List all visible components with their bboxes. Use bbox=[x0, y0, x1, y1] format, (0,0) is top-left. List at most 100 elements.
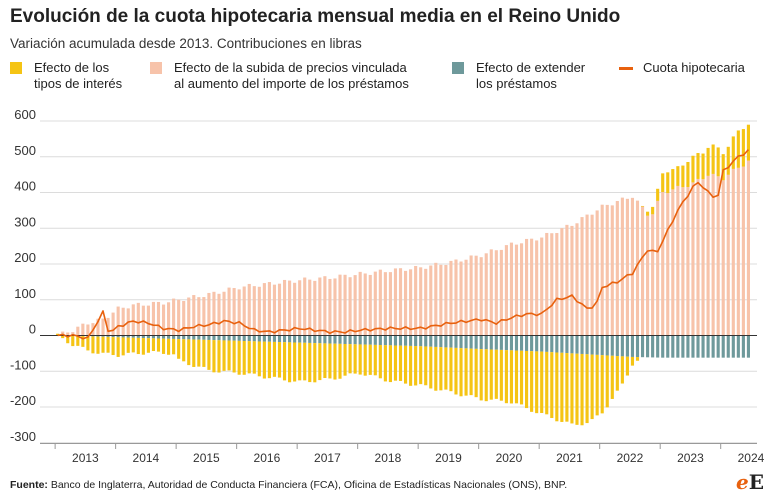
bar-price bbox=[383, 272, 387, 336]
bar-interest bbox=[514, 350, 519, 404]
bar-price bbox=[293, 282, 297, 336]
bar-price bbox=[615, 201, 619, 336]
bar-price bbox=[570, 225, 574, 336]
bar-interest bbox=[575, 353, 579, 425]
bar-interest bbox=[560, 352, 564, 422]
bar-interest bbox=[625, 356, 629, 376]
bar-price bbox=[434, 262, 438, 336]
x-tick-label: 2023 bbox=[677, 451, 704, 465]
bar-price bbox=[439, 264, 443, 336]
bar-price bbox=[96, 318, 100, 336]
bar-extend bbox=[625, 335, 629, 357]
bar-extend bbox=[620, 335, 624, 357]
bar-extend bbox=[353, 335, 357, 345]
y-tick-label: -300 bbox=[10, 429, 36, 444]
bar-extend bbox=[726, 335, 730, 358]
bar-interest bbox=[126, 337, 130, 353]
bar-price bbox=[343, 274, 347, 336]
y-tick-label: 0 bbox=[29, 322, 36, 337]
bar-interest bbox=[182, 339, 186, 362]
bar-interest bbox=[444, 347, 448, 390]
bar-extend bbox=[116, 335, 120, 338]
bar-extend bbox=[736, 335, 740, 358]
bar-price bbox=[398, 268, 403, 336]
bar-price bbox=[131, 304, 135, 336]
bar-extend bbox=[202, 335, 206, 340]
bar-extend bbox=[605, 335, 609, 356]
bar-price bbox=[106, 317, 110, 336]
bar-extend bbox=[257, 335, 261, 342]
bar-price bbox=[676, 185, 680, 336]
bar-price bbox=[625, 198, 629, 336]
bar-interest bbox=[282, 342, 287, 381]
bar-price bbox=[706, 175, 710, 336]
bar-extend bbox=[666, 335, 670, 358]
bar-extend bbox=[681, 335, 685, 358]
legend-line-payment bbox=[619, 67, 633, 70]
bar-interest bbox=[56, 333, 60, 336]
bar-price bbox=[267, 282, 271, 336]
bar-interest bbox=[272, 341, 277, 377]
bar-price bbox=[373, 271, 377, 336]
bar-interest bbox=[504, 350, 508, 404]
bar-extend bbox=[242, 335, 246, 342]
bar-price bbox=[464, 259, 468, 336]
bar-price bbox=[403, 270, 408, 336]
bar-price bbox=[409, 269, 413, 336]
y-tick-label: 200 bbox=[14, 250, 36, 265]
bar-extend bbox=[555, 335, 559, 353]
bar-extend bbox=[701, 335, 705, 358]
bar-price bbox=[182, 300, 186, 336]
bar-extend bbox=[570, 335, 574, 354]
bar-interest bbox=[545, 351, 549, 415]
bar-price bbox=[197, 297, 201, 336]
y-tick-label: -100 bbox=[10, 357, 36, 372]
legend-label-interest-line2: tipos de interés bbox=[34, 76, 123, 91]
bar-price bbox=[237, 289, 241, 336]
bar-price bbox=[671, 189, 675, 336]
bar-interest bbox=[303, 342, 307, 381]
bar-price bbox=[368, 274, 372, 336]
bar-price bbox=[721, 180, 725, 336]
bar-interest bbox=[242, 341, 246, 375]
bar-price bbox=[151, 301, 156, 336]
bar-interest bbox=[711, 144, 715, 174]
bar-extend bbox=[308, 335, 312, 343]
bar-extend bbox=[444, 335, 448, 348]
bar-interest bbox=[288, 342, 292, 383]
bar-interest bbox=[86, 336, 90, 351]
bar-interest bbox=[343, 343, 347, 376]
bar-interest bbox=[726, 146, 730, 175]
bar-price bbox=[328, 278, 332, 336]
payment-line bbox=[57, 149, 749, 340]
bar-interest bbox=[131, 337, 135, 353]
bar-price bbox=[530, 238, 534, 336]
bar-interest bbox=[247, 341, 251, 374]
bar-extend bbox=[706, 335, 710, 358]
bar-price bbox=[232, 288, 236, 336]
bar-interest bbox=[530, 351, 534, 412]
bar-price bbox=[167, 302, 171, 336]
legend-label-price-line2: al aumento del importe de los préstamos bbox=[174, 76, 409, 91]
bar-extend bbox=[464, 335, 468, 349]
bar-interest bbox=[76, 335, 80, 346]
bar-interest bbox=[373, 344, 377, 376]
bar-extend bbox=[600, 335, 604, 356]
bar-interest bbox=[383, 345, 387, 382]
bar-extend bbox=[358, 335, 362, 345]
legend-label-extend-line1: Efecto de extender bbox=[476, 60, 586, 75]
bar-price bbox=[71, 332, 75, 336]
bar-extend bbox=[222, 335, 226, 341]
bar-price bbox=[731, 168, 735, 336]
bar-interest bbox=[202, 339, 206, 367]
x-tick-label: 2013 bbox=[72, 451, 99, 465]
bar-interest bbox=[388, 345, 392, 383]
bar-interest bbox=[257, 341, 261, 377]
bar-extend bbox=[429, 335, 433, 347]
bar-interest bbox=[232, 340, 236, 373]
bar-price bbox=[484, 253, 488, 336]
bar-price bbox=[121, 307, 125, 336]
bar-price bbox=[207, 292, 211, 336]
bar-price bbox=[146, 305, 150, 336]
